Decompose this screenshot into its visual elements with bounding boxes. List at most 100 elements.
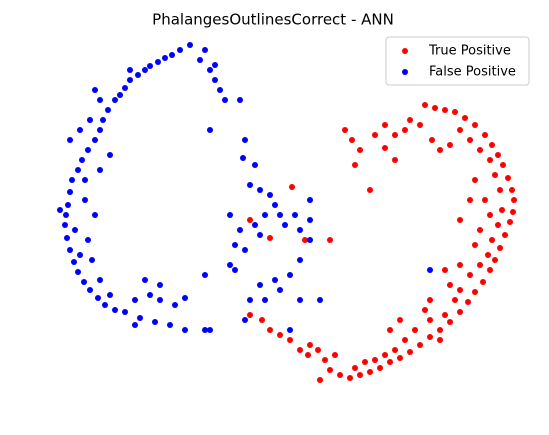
point (289, 184, 295, 190)
point (397, 317, 403, 323)
point (437, 327, 443, 333)
point (69, 177, 75, 183)
point (107, 292, 113, 298)
point (497, 245, 503, 251)
point (202, 47, 208, 53)
point (79, 157, 85, 163)
point (127, 77, 133, 83)
point (307, 197, 313, 203)
point (152, 319, 158, 325)
point (262, 297, 268, 303)
point (77, 127, 83, 133)
point (447, 282, 453, 288)
point (227, 212, 233, 218)
point (352, 162, 358, 168)
point (92, 137, 98, 143)
point (487, 157, 493, 163)
point (212, 62, 218, 68)
point (462, 115, 468, 121)
point (242, 247, 248, 253)
point (157, 282, 163, 288)
point (92, 212, 98, 218)
point (397, 355, 403, 361)
point (372, 132, 378, 138)
point (187, 42, 193, 48)
point (240, 155, 246, 161)
point (122, 309, 128, 315)
point (65, 202, 71, 208)
point (302, 237, 308, 243)
point (157, 297, 163, 303)
point (97, 167, 103, 173)
point (197, 57, 203, 63)
point (97, 97, 103, 103)
point (202, 272, 208, 278)
point (212, 77, 218, 83)
point (332, 352, 338, 358)
point (257, 187, 263, 193)
point (77, 252, 83, 258)
point (57, 207, 63, 213)
point (510, 209, 516, 215)
point (485, 252, 491, 258)
point (112, 307, 118, 313)
point (472, 122, 478, 128)
point (100, 117, 106, 123)
point (257, 282, 263, 288)
point (477, 262, 483, 268)
point (482, 197, 488, 203)
point (147, 63, 153, 69)
point (127, 67, 133, 73)
point (72, 227, 78, 233)
point (87, 287, 93, 293)
point (457, 287, 463, 293)
point (122, 85, 128, 91)
point (492, 257, 498, 263)
point (132, 322, 138, 328)
point (252, 162, 258, 168)
point (342, 127, 348, 133)
point (142, 277, 148, 283)
point (297, 257, 303, 263)
point (412, 327, 418, 333)
point (259, 317, 265, 323)
point (237, 227, 243, 233)
legend-label: False Positive (429, 65, 516, 80)
legend-marker (402, 69, 408, 75)
point (422, 307, 428, 313)
point (107, 152, 113, 158)
point (147, 292, 153, 298)
point (162, 55, 168, 61)
point (457, 127, 463, 133)
point (81, 279, 87, 285)
point (63, 212, 69, 218)
point (477, 147, 483, 153)
point (292, 212, 298, 218)
point (287, 327, 293, 333)
point (132, 297, 138, 303)
point (452, 109, 458, 115)
point (472, 177, 478, 183)
point (135, 72, 141, 78)
point (82, 197, 88, 203)
point (387, 327, 393, 333)
point (64, 235, 70, 241)
legend-box (385, 36, 530, 86)
point (307, 217, 313, 223)
point (217, 87, 223, 93)
point (437, 337, 443, 343)
point (287, 272, 293, 278)
point (392, 157, 398, 163)
point (177, 47, 183, 53)
point (505, 175, 511, 181)
point (502, 232, 508, 238)
point (437, 147, 443, 153)
point (75, 269, 81, 275)
point (500, 162, 506, 168)
point (427, 317, 433, 323)
point (382, 145, 388, 151)
point (457, 309, 463, 315)
legend: True Positive False Positive (385, 36, 530, 86)
point (277, 287, 283, 293)
